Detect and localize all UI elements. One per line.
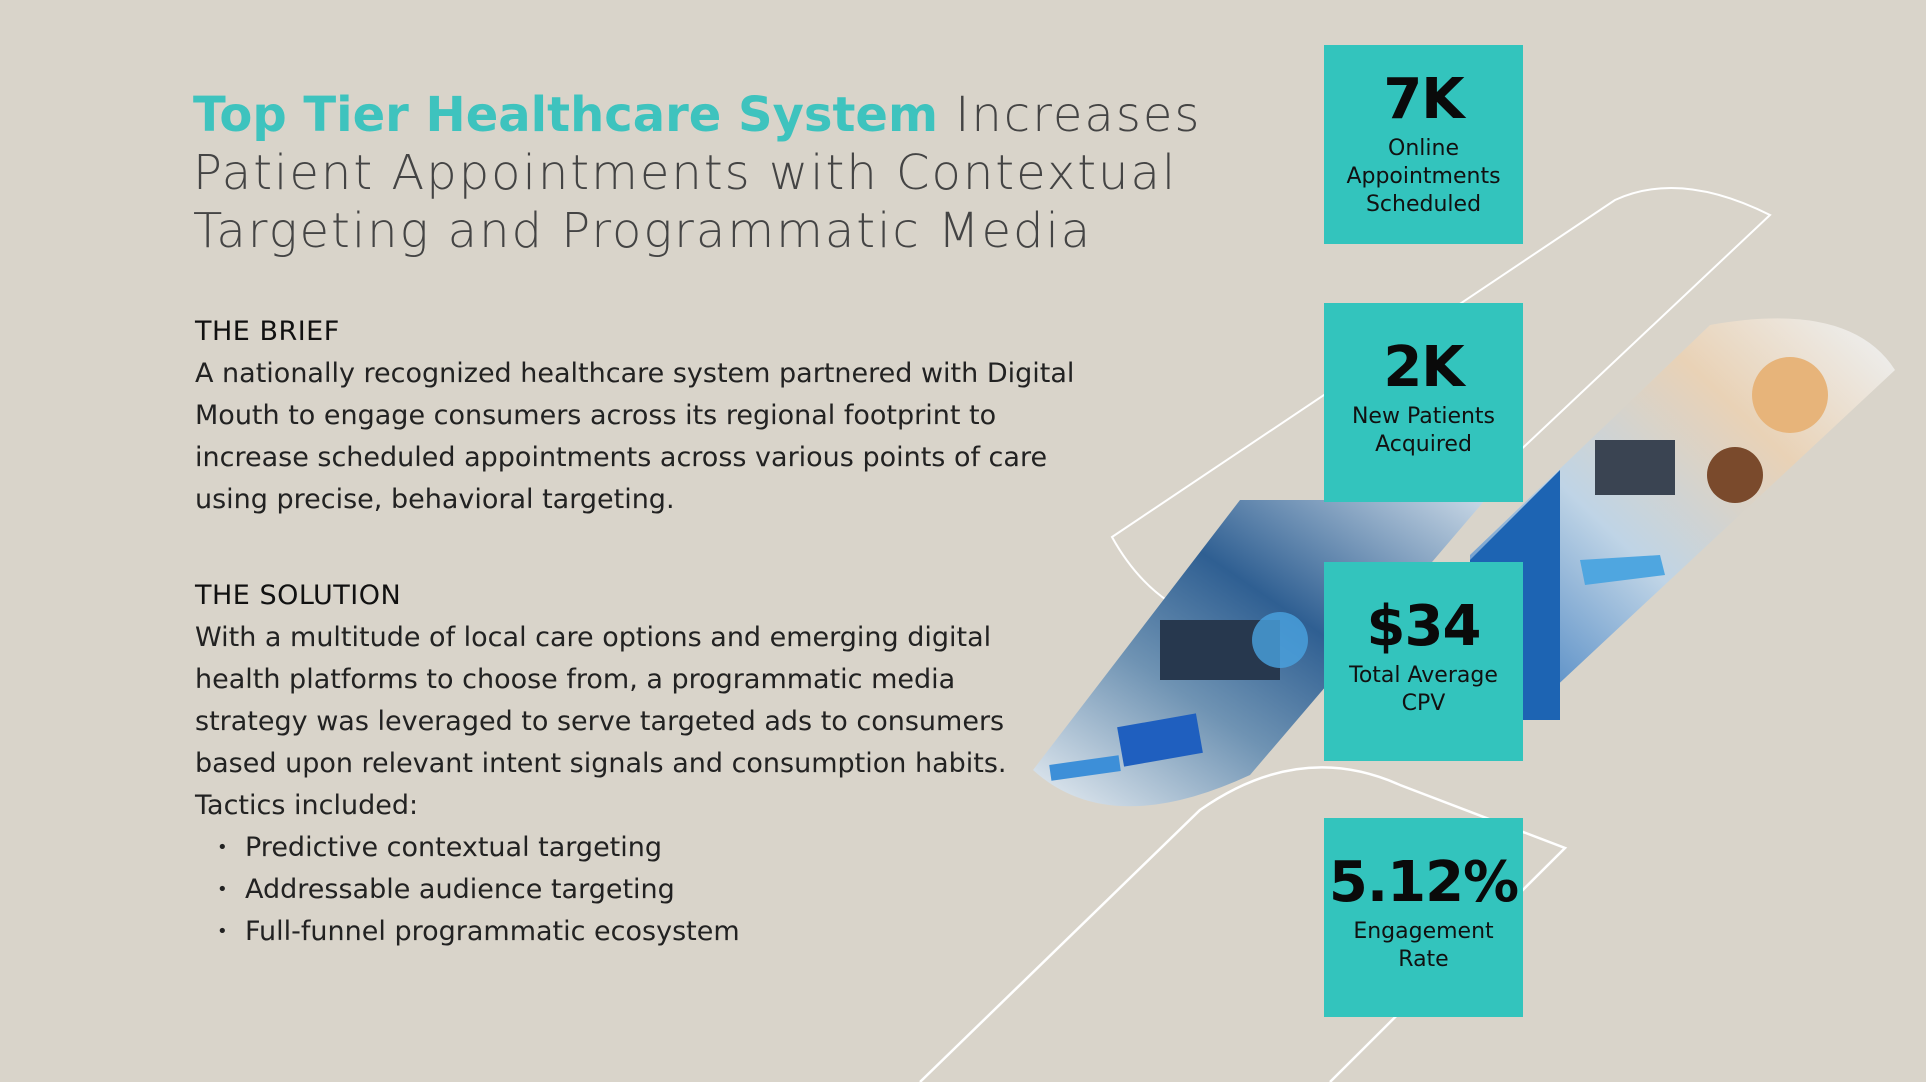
tactic-label: Predictive contextual targeting [245, 832, 663, 863]
tactic-item: • Addressable audience targeting [217, 869, 1075, 911]
tactics-list: • Predictive contextual targeting • Addres… [195, 827, 1075, 953]
brief-body: A nationally recognized healthcare syste… [195, 358, 1075, 515]
headline: Top Tier Healthcare System Increases Pat… [193, 86, 1273, 260]
stat-label: Engagement Rate [1353, 919, 1494, 972]
stat-value: 2K [1383, 335, 1464, 400]
tactic-item: • Predictive contextual targeting [217, 827, 1075, 869]
tactic-label: Full-funnel programmatic ecosystem [245, 916, 740, 947]
solution-heading: THE SOLUTION [195, 580, 402, 611]
solution-body: With a multitude of local care options a… [195, 622, 1007, 779]
stat-value: 7K [1383, 67, 1464, 132]
stat-value: $34 [1366, 594, 1482, 659]
stat-card-new-patients: 2K New Patients Acquired [1324, 303, 1523, 502]
headline-accent: Top Tier Healthcare System [193, 87, 938, 143]
pediatric-clinic-photo [1470, 318, 1895, 720]
bullet-icon: • [217, 921, 228, 942]
bullet-icon: • [217, 837, 228, 858]
stat-label: New Patients Acquired [1351, 404, 1496, 457]
solution-section: THE SOLUTION With a multitude of local c… [195, 580, 1075, 953]
stat-card-cpv: $34 Total Average CPV [1324, 562, 1523, 761]
stat-card-appointments: 7K Online Appointments Scheduled [1324, 45, 1523, 244]
stat-label: Online Appointments Scheduled [1346, 136, 1501, 217]
stat-value: 5.12% [1328, 850, 1519, 915]
tactic-item: • Full-funnel programmatic ecosystem [217, 911, 1075, 953]
bullet-icon: • [217, 879, 228, 900]
headline-rest: Increases Patient Appointments with Cont… [193, 87, 1202, 259]
outline-swoosh-lower [919, 766, 1568, 1082]
brief-section: THE BRIEF A nationally recognized health… [195, 316, 1075, 521]
stat-card-engagement: 5.12% Engagement Rate [1324, 818, 1523, 1017]
brief-heading: THE BRIEF [195, 316, 340, 347]
tactics-intro: Tactics included: [195, 790, 419, 821]
stat-label: Total Average CPV [1349, 663, 1498, 716]
tactic-label: Addressable audience targeting [245, 874, 675, 905]
